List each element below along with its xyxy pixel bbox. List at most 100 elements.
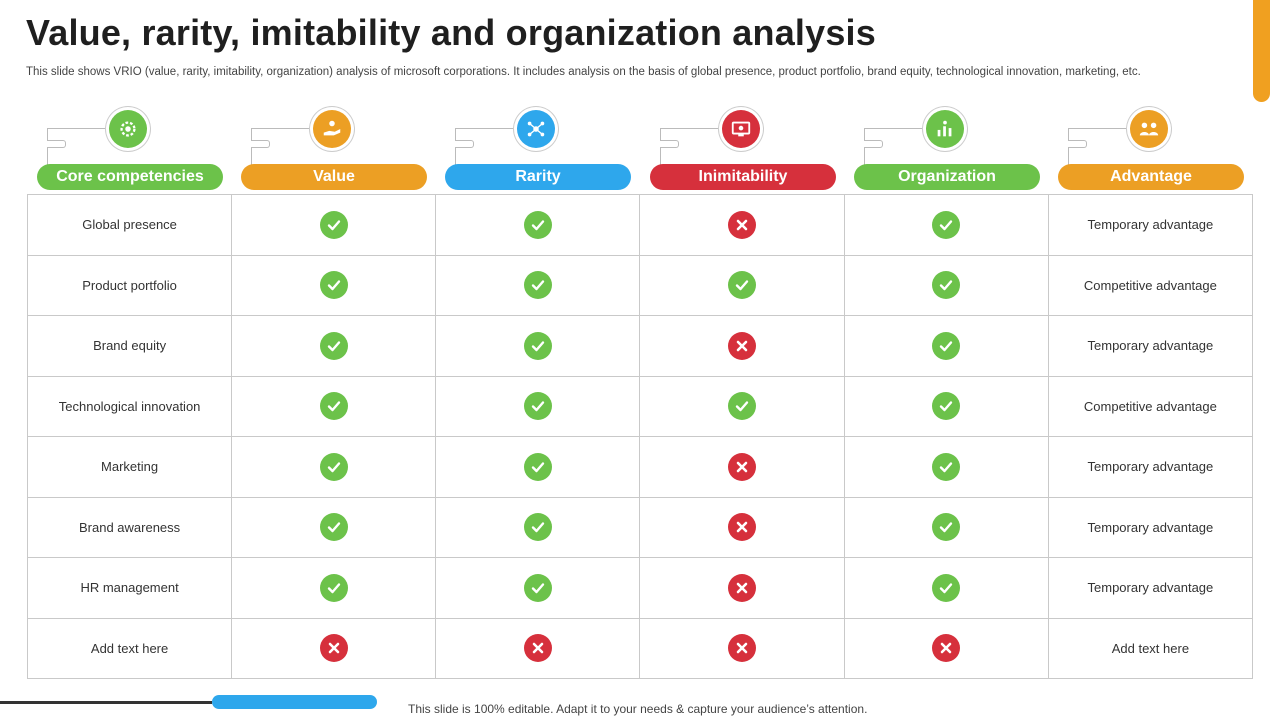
value-cell <box>231 617 437 679</box>
page-title: Value, rarity, imitability and organizat… <box>26 12 876 53</box>
check-icon <box>319 452 348 481</box>
cross-icon <box>728 573 757 602</box>
check-icon <box>932 513 961 542</box>
connector-line <box>455 128 517 129</box>
organization-cell <box>843 496 1049 558</box>
competency-cell: Add text here <box>26 617 233 679</box>
rarity-cell <box>435 557 641 619</box>
rarity-cell <box>435 194 641 256</box>
check-icon <box>523 392 552 421</box>
connector-line <box>864 128 865 172</box>
header-column-0: Core competencies <box>37 110 223 192</box>
check-icon <box>319 271 348 300</box>
advantage-cell: Competitive advantage <box>1047 375 1254 437</box>
hand-coin-icon <box>313 110 351 148</box>
connector-stub <box>251 140 270 148</box>
competency-cell: Product portfolio <box>26 254 233 316</box>
check-icon <box>319 392 348 421</box>
check-icon <box>319 513 348 542</box>
cross-icon <box>932 634 961 663</box>
connector-line <box>251 128 252 172</box>
check-icon <box>932 331 961 360</box>
advantage-cell: Competitive advantage <box>1047 254 1254 316</box>
competency-cell: HR management <box>26 557 233 619</box>
column-header-pill: Inimitability <box>650 164 836 190</box>
table-row: Add text here Add text here <box>26 617 1254 679</box>
inimitability-cell <box>639 254 845 316</box>
organization-cell <box>843 557 1049 619</box>
header-column-3: Inimitability <box>650 110 836 192</box>
footer-line <box>0 701 212 704</box>
check-icon <box>523 452 552 481</box>
connector-stub <box>864 140 883 148</box>
table-row: Brand awareness Temporary advantage <box>26 496 1254 558</box>
connector-line <box>455 128 456 172</box>
check-icon <box>319 210 348 239</box>
connector-line <box>47 128 109 129</box>
table-row: Brand equity Temporary advantage <box>26 315 1254 377</box>
header-column-1: Value <box>241 110 427 192</box>
footer-note: This slide is 100% editable. Adapt it to… <box>408 702 868 716</box>
cross-icon <box>728 331 757 360</box>
advantage-cell: Temporary advantage <box>1047 315 1254 377</box>
connector-line <box>660 128 661 172</box>
check-icon <box>523 573 552 602</box>
rarity-cell <box>435 496 641 558</box>
organization-cell <box>843 194 1049 256</box>
connector-line <box>864 128 926 129</box>
cross-icon <box>319 634 348 663</box>
inimitability-cell <box>639 496 845 558</box>
value-cell <box>231 436 437 498</box>
rarity-cell <box>435 254 641 316</box>
check-icon <box>932 452 961 481</box>
header-column-2: Rarity <box>445 110 631 192</box>
check-icon <box>728 271 757 300</box>
connector-line <box>1068 128 1130 129</box>
check-icon <box>319 573 348 602</box>
connector-stub <box>1068 140 1087 148</box>
cross-icon <box>523 634 552 663</box>
footer-accent-bar <box>212 695 377 709</box>
gear-icon <box>109 110 147 148</box>
connector-line <box>660 128 722 129</box>
page-subtitle: This slide shows VRIO (value, rarity, im… <box>26 66 1141 78</box>
organization-cell <box>843 436 1049 498</box>
rarity-cell <box>435 436 641 498</box>
chart-people-icon <box>926 110 964 148</box>
accent-bar <box>1253 0 1270 102</box>
value-cell <box>231 496 437 558</box>
check-icon <box>932 271 961 300</box>
inimitability-cell <box>639 436 845 498</box>
column-header-pill: Advantage <box>1058 164 1244 190</box>
competency-cell: Technological innovation <box>26 375 233 437</box>
network-icon <box>517 110 555 148</box>
connector-line <box>1068 128 1069 172</box>
rarity-cell <box>435 375 641 437</box>
column-header-pill: Rarity <box>445 164 631 190</box>
value-cell <box>231 375 437 437</box>
value-cell <box>231 315 437 377</box>
advantage-cell: Add text here <box>1047 617 1254 679</box>
table-row: Technological innovation Competitive adva… <box>26 375 1254 437</box>
competency-cell: Brand awareness <box>26 496 233 558</box>
team-icon <box>1130 110 1168 148</box>
monitor-icon <box>722 110 760 148</box>
advantage-cell: Temporary advantage <box>1047 496 1254 558</box>
header-column-4: Organization <box>854 110 1040 192</box>
value-cell <box>231 254 437 316</box>
cross-icon <box>728 452 757 481</box>
value-cell <box>231 194 437 256</box>
check-icon <box>523 513 552 542</box>
advantage-cell: Temporary advantage <box>1047 436 1254 498</box>
inimitability-cell <box>639 315 845 377</box>
table-row: Product portfolio Competitive advantage <box>26 254 1254 316</box>
inimitability-cell <box>639 194 845 256</box>
inimitability-cell <box>639 375 845 437</box>
rarity-cell <box>435 617 641 679</box>
connector-stub <box>660 140 679 148</box>
advantage-cell: Temporary advantage <box>1047 194 1254 256</box>
check-icon <box>932 392 961 421</box>
check-icon <box>523 271 552 300</box>
header-column-5: Advantage <box>1058 110 1244 192</box>
inimitability-cell <box>639 617 845 679</box>
